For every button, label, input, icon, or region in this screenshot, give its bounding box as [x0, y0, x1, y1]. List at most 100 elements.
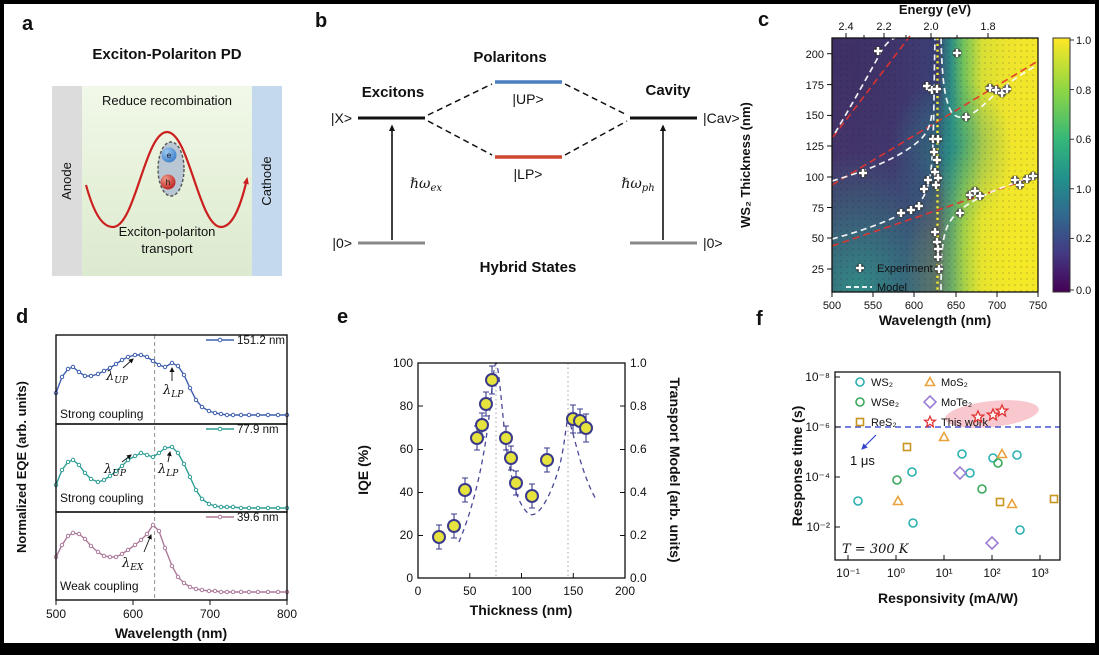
mos2-points: [892, 430, 1018, 509]
one-microsecond-arrow: [861, 434, 877, 450]
curve-77nm: [53, 444, 290, 511]
svg-text:100: 100: [511, 584, 531, 598]
lambda-up-arrow-2: [121, 454, 132, 463]
svg-text:10⁻¹: 10⁻¹: [836, 566, 860, 580]
svg-text:800: 800: [277, 607, 297, 621]
panel-e-label: e: [337, 306, 348, 328]
panel-d-x-label: Wavelength (nm): [115, 625, 227, 641]
electron-label: e: [167, 151, 172, 160]
coupling-dashed-lines: [427, 83, 628, 156]
svg-text:650: 650: [947, 300, 965, 312]
wse2-points: [892, 458, 1003, 494]
svg-text:0.8: 0.8: [1076, 85, 1091, 97]
hole-ball: [160, 174, 176, 190]
svg-text:10⁻⁶: 10⁻⁶: [805, 420, 830, 434]
svg-text:500: 500: [46, 607, 66, 621]
legend-151nm: 151.2 nm: [237, 335, 285, 347]
panel-f-ticks: [835, 376, 1041, 560]
cathode-bar: [252, 86, 282, 276]
svg-text:100: 100: [393, 356, 413, 370]
ground-right-label: |0>: [703, 235, 723, 251]
lambda-ex-3: λEX: [121, 556, 144, 573]
svg-text:550: 550: [864, 300, 882, 312]
cav-state-label: |Cav>: [703, 110, 740, 126]
svg-text:0: 0: [415, 584, 422, 598]
panel-f-y-label: Response time (s): [789, 406, 805, 527]
svg-text:0.6: 0.6: [630, 442, 647, 456]
cavity-title: Cavity: [645, 82, 691, 99]
coupling-text-3: Weak coupling: [60, 579, 139, 593]
svg-text:20: 20: [400, 528, 414, 542]
heatmap-border: [831, 37, 1039, 293]
svg-text:1.0: 1.0: [1076, 184, 1091, 196]
svg-text:25: 25: [812, 264, 824, 276]
panel-f-x-ticklabels: 10⁻¹ 10⁰ 10¹ 10² 10³: [836, 566, 1049, 580]
lambda-lp-arrow-2: [166, 451, 172, 463]
panel-f-legend: WS₂ WSe₂ ReS₂ MoS₂ MoTe₂ This work: [855, 375, 989, 429]
lambda-lp-2: λLP: [157, 462, 179, 479]
svg-text:10³: 10³: [1031, 566, 1048, 580]
panel-c-heatmap: c Energy (eV) 2.4 2.2 2.0 1.8: [738, 2, 1091, 328]
panel-a-title: Exciton-Polariton PD: [92, 46, 241, 63]
svg-text:0: 0: [406, 571, 413, 585]
panel-f-label: f: [756, 308, 763, 330]
transport-text-1: Exciton-polariton: [119, 224, 216, 239]
svg-text:125: 125: [806, 141, 824, 153]
lambda-ex-arrow: [143, 534, 152, 553]
ws2-points: [853, 449, 1025, 535]
svg-text:10⁻⁸: 10⁻⁸: [805, 370, 830, 384]
coupling-text-1: Strong coupling: [60, 407, 143, 421]
panel-e-border: [417, 362, 626, 579]
energy-axis-label: Energy (eV): [899, 2, 971, 17]
panel-d-eqe-spectra: d 151.2 nm λUP λLP Strong coupling 77.9 …: [14, 306, 297, 641]
panel-f-benchmark-plot: f 1 μs WS₂ WSe₂ ReS₂ MoS₂ MoTe₂ This wor…: [756, 308, 1061, 606]
svg-text:10²: 10²: [983, 566, 1000, 580]
svg-text:0.8: 0.8: [630, 399, 647, 413]
svg-text:100: 100: [806, 172, 824, 184]
res2-points: [902, 442, 1059, 507]
experiment-legend-label: Experiment: [877, 263, 933, 275]
svg-text:WSe₂: WSe₂: [871, 397, 899, 409]
svg-text:175: 175: [806, 80, 824, 92]
subplot-151nm: 151.2 nm λUP λLP Strong coupling: [53, 334, 290, 425]
hw-ph-label: ℏωph: [621, 176, 654, 194]
svg-text:600: 600: [905, 300, 923, 312]
svg-text:2.0: 2.0: [923, 21, 938, 33]
wavelength-axis-label: Wavelength (nm): [879, 312, 991, 328]
panel-b-energy-diagram: b Polaritons Excitons Cavity |UP> |LP> |…: [315, 10, 740, 276]
lambda-up-arrow-1: [122, 358, 134, 369]
svg-text:1.0: 1.0: [1076, 35, 1091, 47]
svg-text:50: 50: [812, 233, 824, 245]
svg-text:80: 80: [400, 399, 414, 413]
svg-text:1.0: 1.0: [630, 356, 647, 370]
svg-text:MoTe₂: MoTe₂: [941, 397, 972, 409]
iqe-points: [432, 373, 593, 544]
thickness-left-axis: 200 175 150 125 100 75 50 25: [806, 49, 832, 276]
colorbar: 1.0 0.8 0.6 1.0 0.2 0.0: [1052, 35, 1091, 297]
panel-f-x-label: Responsivity (mA/W): [878, 590, 1018, 606]
svg-text:1.8: 1.8: [980, 21, 995, 33]
svg-text:10⁰: 10⁰: [887, 566, 905, 580]
transport-text-2: transport: [141, 241, 193, 256]
polaritons-title: Polaritons: [473, 49, 546, 66]
lambda-up-1: λUP: [105, 369, 129, 386]
svg-text:50: 50: [463, 584, 477, 598]
panel-d-label: d: [16, 306, 28, 328]
wavelength-bottom-axis: 500 550 600 650 700 750: [823, 292, 1047, 312]
panel-d-y-label: Normalized EQE (arb. units): [14, 381, 29, 553]
panel-e-x-label: Thickness (nm): [470, 602, 573, 618]
model-legend-label: Model: [877, 282, 907, 294]
svg-text:200: 200: [615, 584, 635, 598]
panel-a-label: a: [22, 13, 34, 35]
svg-text:40: 40: [400, 485, 414, 499]
svg-text:0.0: 0.0: [630, 571, 647, 585]
coupling-text-2: Strong coupling: [60, 491, 143, 505]
svg-text:0.6: 0.6: [1076, 134, 1091, 146]
reduce-recombination-text: Reduce recombination: [102, 93, 232, 108]
svg-text:0.2: 0.2: [1076, 233, 1091, 245]
ground-left-label: |0>: [332, 235, 352, 251]
svg-text:10⁻²: 10⁻²: [806, 520, 830, 534]
panel-b-label: b: [315, 10, 327, 32]
transport-model-curve: [458, 361, 597, 543]
anode-bar: [52, 86, 82, 276]
